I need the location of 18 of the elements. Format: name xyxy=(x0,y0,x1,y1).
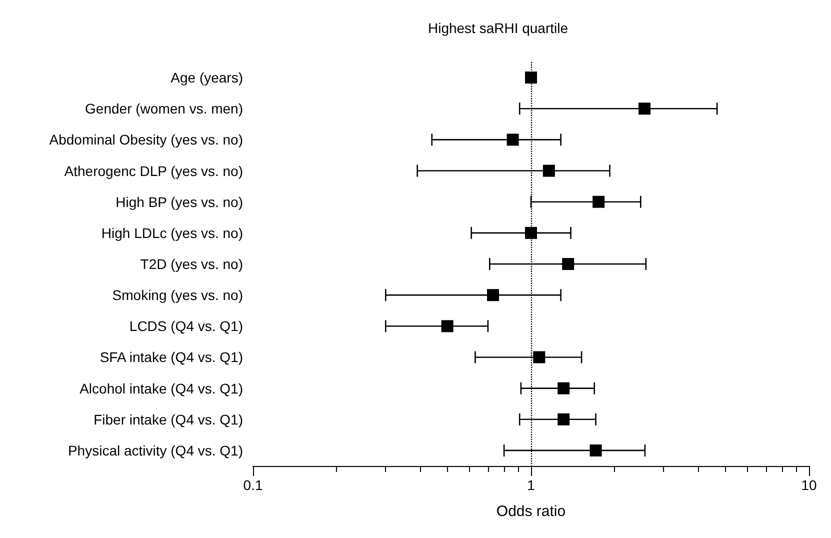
x-tick-label: 10 xyxy=(801,477,817,493)
y-tick-label: Physical activity (Q4 vs. Q1) xyxy=(68,442,243,458)
y-tick-label: Alcohol intake (Q4 vs. Q1) xyxy=(80,380,243,396)
y-tick-label: High BP (yes vs. no) xyxy=(116,194,243,210)
y-tick-label: LCDS (Q4 vs. Q1) xyxy=(129,318,243,334)
y-tick-label: Age (years) xyxy=(170,70,243,86)
y-tick-label: SFA intake (Q4 vs. Q1) xyxy=(100,349,243,366)
y-tick-label: T2D (yes vs. no) xyxy=(140,256,243,272)
y-tick-label: Abdominal Obesity (yes vs. no) xyxy=(49,132,243,148)
y-tick-label: Gender (women vs. men) xyxy=(85,100,243,117)
y-tick-label: Fiber intake (Q4 vs. Q1) xyxy=(94,411,243,428)
y-tick-label: Atherogenc DLP (yes vs. no) xyxy=(64,162,243,179)
y-tick-label: Smoking (yes vs. no) xyxy=(112,287,243,304)
x-axis-title: Odds ratio xyxy=(496,503,566,520)
chart-title: Highest saRHI quartile xyxy=(428,20,568,36)
x-tick-label: 1 xyxy=(527,477,536,493)
y-tick-label: High LDLc (yes vs. no) xyxy=(101,224,243,241)
x-tick-label: 0.1 xyxy=(243,477,263,493)
